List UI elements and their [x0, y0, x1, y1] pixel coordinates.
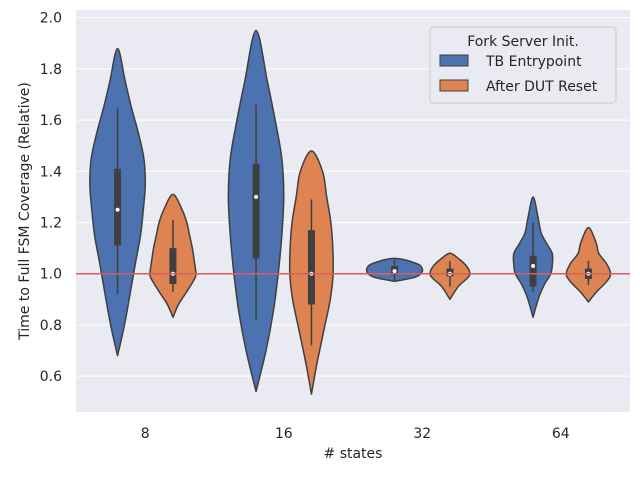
- legend-label-tb-entrypoint: TB Entrypoint: [485, 54, 582, 70]
- violin-median: [115, 207, 120, 212]
- violin-median: [392, 269, 397, 274]
- legend-swatch-tb-entrypoint: [439, 54, 469, 67]
- legend-title: Fork Server Init.: [467, 34, 579, 50]
- x-tick-label: 64: [552, 426, 570, 442]
- violin-iqr-box: [169, 248, 177, 284]
- legend-label-after-dut-reset: After DUT Reset: [486, 79, 598, 95]
- violin-after-dut-reset-16: [288, 150, 334, 395]
- violin-tb-entrypoint-32: [365, 257, 424, 283]
- x-tick-label: 16: [275, 426, 293, 442]
- violin-median: [531, 264, 536, 269]
- y-tick-label: 1.8: [40, 62, 62, 78]
- x-tick-label: 8: [141, 426, 150, 442]
- x-tick-labels: 8 16 32 64: [141, 426, 570, 442]
- legend: Fork Server Init. TB Entrypoint After DU…: [429, 26, 617, 104]
- y-tick-label: 0.8: [40, 318, 62, 334]
- violin-after-dut-reset-32: [429, 252, 471, 301]
- violin-iqr-box: [307, 230, 315, 305]
- legend-swatch-after-dut-reset: [439, 79, 469, 92]
- x-axis-label: # states: [324, 446, 383, 462]
- y-tick-label: 1.0: [40, 267, 62, 283]
- y-tick-label: 2.0: [40, 11, 62, 27]
- violin-tb-entrypoint-8: [89, 47, 147, 357]
- x-tick-label: 32: [413, 426, 431, 442]
- y-tick-label: 1.6: [40, 113, 62, 129]
- violin-median: [254, 194, 259, 199]
- violin-after-dut-reset-8: [149, 193, 197, 319]
- y-tick-label: 1.2: [40, 216, 62, 232]
- y-tick-label: 1.4: [40, 164, 62, 180]
- y-axis-label: Time to Full FSM Coverage (Relative): [17, 82, 33, 341]
- y-tick-labels: 0.6 0.8 1.0 1.2 1.4 1.6 1.8 2.0: [40, 11, 62, 385]
- y-tick-label: 0.6: [40, 369, 62, 385]
- violin-tb-entrypoint-64: [512, 196, 554, 319]
- violins: [89, 29, 612, 395]
- violin-iqr-box: [252, 163, 260, 259]
- legend-frame: [429, 26, 617, 104]
- violin-iqr-box: [529, 255, 537, 287]
- violin-iqr-box: [114, 168, 122, 246]
